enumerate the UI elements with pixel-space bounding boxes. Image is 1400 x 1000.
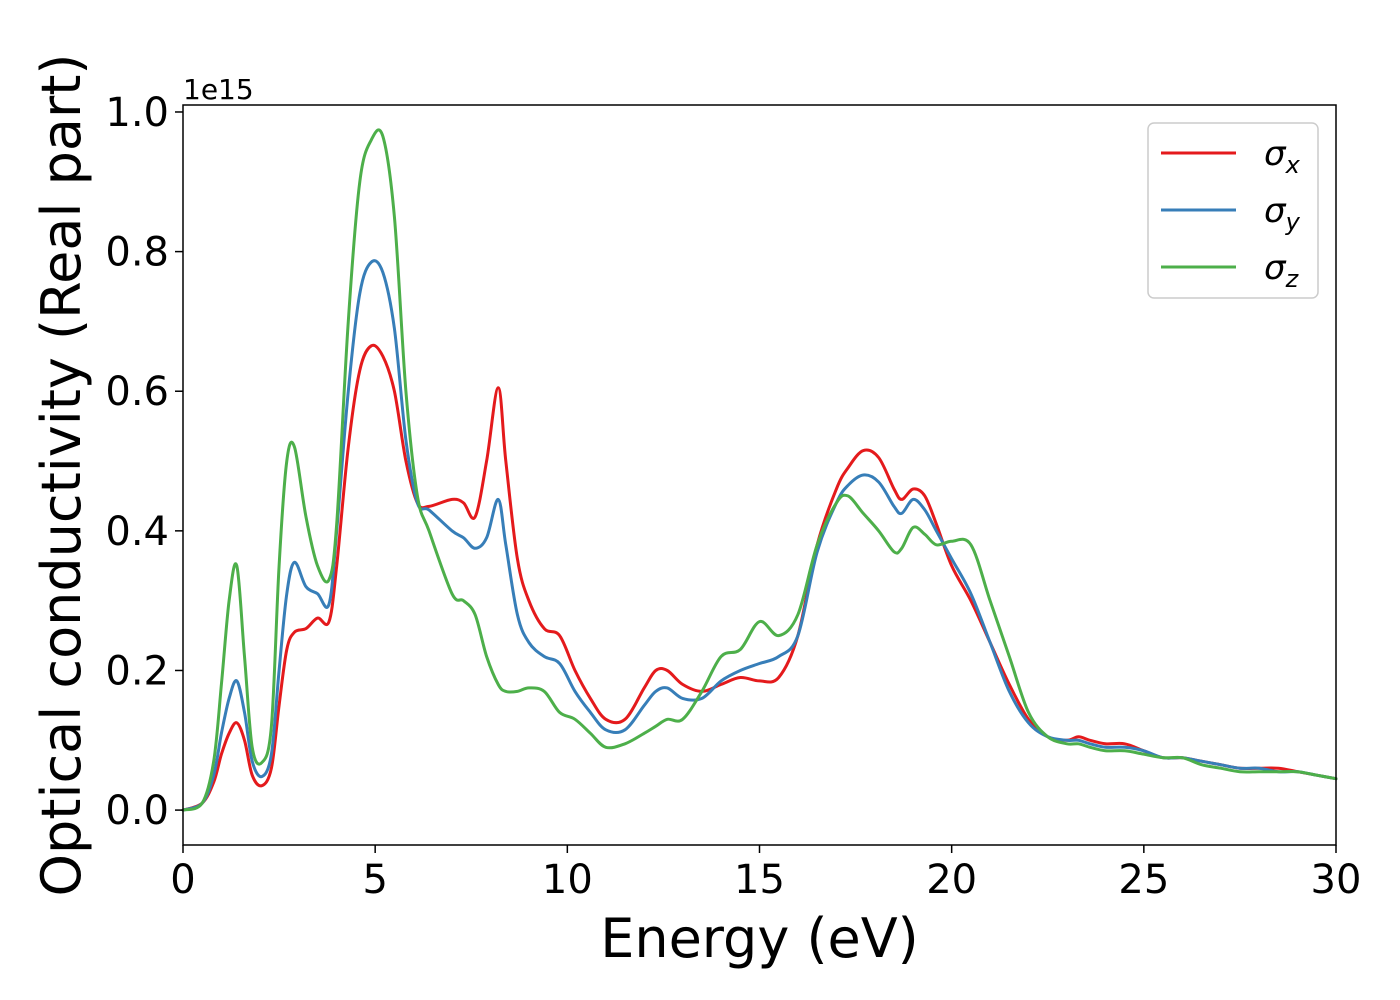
y-tick-label: 0.4	[105, 509, 169, 555]
y-tick-label: 1.0	[105, 90, 169, 136]
x-tick-label: 20	[926, 857, 977, 903]
x-tick-label: 10	[542, 857, 593, 903]
y-tick-label: 0.2	[105, 648, 169, 694]
series-layer	[181, 128, 1338, 812]
y-axis-offset-label: 1e15	[183, 73, 254, 106]
x-axis-label: Energy (eV)	[600, 907, 919, 970]
series-line-y	[181, 259, 1338, 812]
y-axis-label: Optical conductivity (Real part)	[30, 54, 93, 897]
x-tick-label: 25	[1118, 857, 1169, 903]
legend-label-y: σy	[1264, 191, 1301, 236]
legend-label-x: σx	[1264, 134, 1301, 179]
legend-label-z: σz	[1264, 248, 1300, 293]
series-line-z	[181, 128, 1338, 812]
x-tick-label: 15	[734, 857, 785, 903]
x-tick-label: 5	[362, 857, 387, 903]
series-line-x	[181, 343, 1338, 812]
legend: σx σy σz	[1147, 122, 1319, 299]
x-tick-label: 30	[1311, 857, 1362, 903]
x-tick-label: 0	[170, 857, 195, 903]
y-axis-ticks: 0.0 0.2 0.4 0.6 0.8 1.0	[105, 90, 183, 834]
y-tick-label: 0.0	[105, 788, 169, 834]
y-tick-label: 0.6	[105, 369, 169, 415]
x-axis-ticks: 0 5 10 15 20 25 30	[170, 845, 1361, 903]
y-tick-label: 0.8	[105, 230, 169, 276]
